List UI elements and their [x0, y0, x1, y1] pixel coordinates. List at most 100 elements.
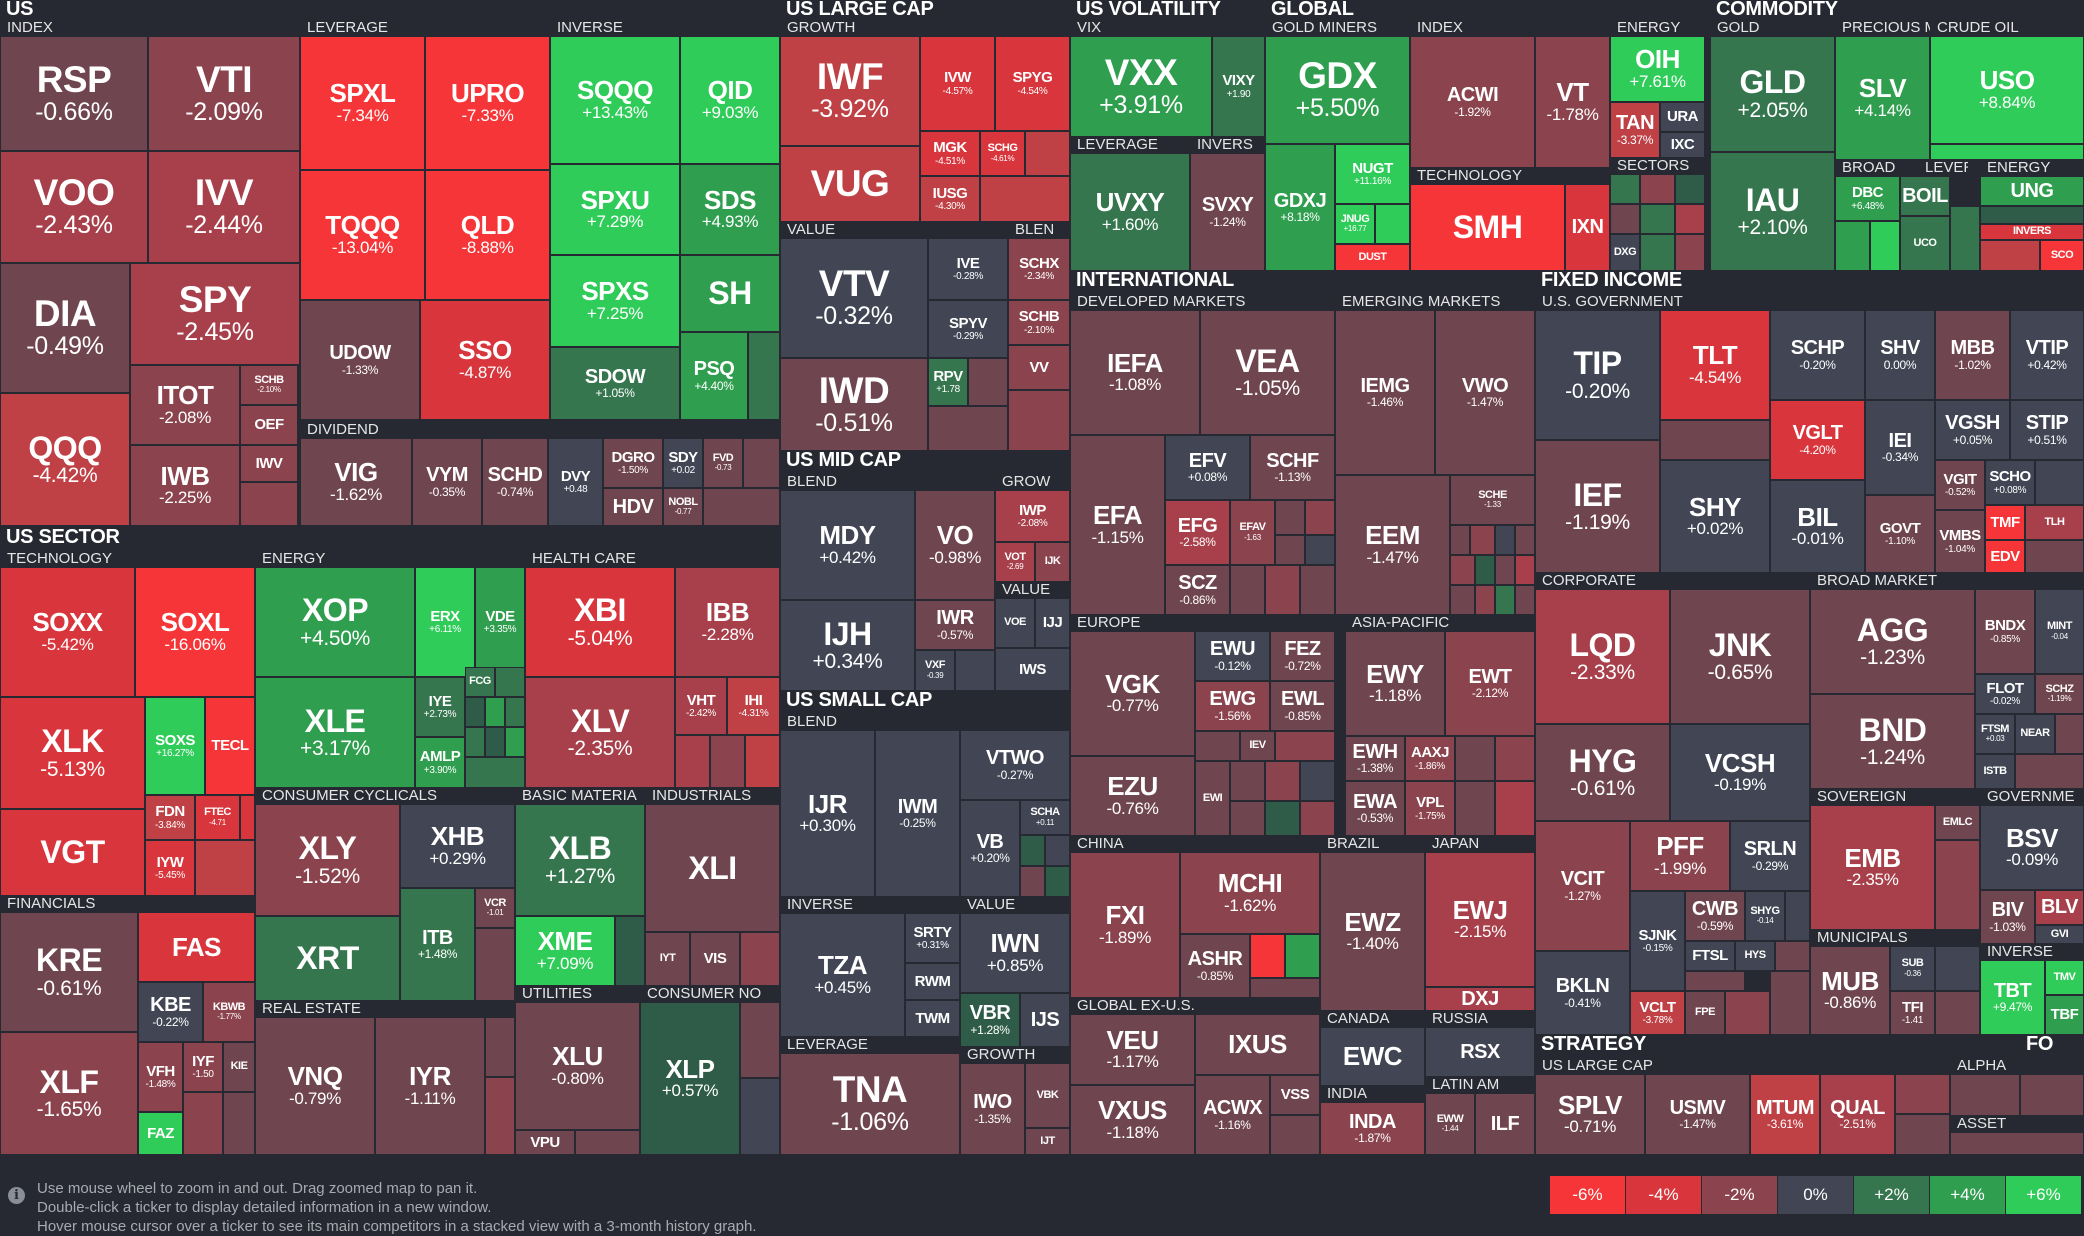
ticker-tile-tmf[interactable]: TMF	[1985, 505, 2025, 540]
ticker-tile[interactable]	[1725, 991, 1770, 1035]
ticker-tile[interactable]	[465, 727, 485, 757]
ticker-tile-schb[interactable]: SCHB -2.10%	[240, 365, 298, 405]
ticker-tile-ewc[interactable]: EWC	[1320, 1027, 1425, 1086]
ticker-tile-slv[interactable]: SLV +4.14%	[1835, 36, 1930, 160]
ticker-tile[interactable]	[2015, 754, 2084, 789]
ticker-tile[interactable]	[1785, 891, 1810, 941]
ticker-tile-vnq[interactable]: VNQ -0.79%	[255, 1017, 375, 1155]
ticker-tile-xli[interactable]: XLI	[645, 804, 780, 932]
ticker-tile[interactable]	[1300, 801, 1335, 836]
ticker-tile-uso[interactable]: USO +8.84%	[1930, 36, 2084, 144]
ticker-tile-ura[interactable]: URA	[1660, 102, 1705, 132]
ticker-tile-shy[interactable]: SHY +0.02%	[1660, 460, 1770, 573]
ticker-tile[interactable]	[1980, 206, 2084, 224]
ticker-tile-vti[interactable]: VTI -2.09%	[148, 36, 300, 151]
ticker-tile[interactable]	[1950, 206, 1980, 271]
ticker-tile[interactable]	[1495, 585, 1515, 615]
ticker-tile-vxus[interactable]: VXUS -1.18%	[1070, 1085, 1195, 1155]
ticker-tile[interactable]	[1475, 555, 1495, 585]
ticker-tile-qqq[interactable]: QQQ -4.42%	[0, 393, 130, 526]
ticker-tile-tbt[interactable]: TBT +9.47%	[1980, 960, 2045, 1035]
ticker-tile[interactable]	[1640, 204, 1675, 234]
ticker-tile-ijh[interactable]: IJH +0.34%	[780, 600, 915, 691]
ticker-tile[interactable]	[710, 735, 745, 788]
ticker-tile-gdxj[interactable]: GDXJ +8.18%	[1265, 144, 1335, 271]
ticker-tile[interactable]	[223, 1092, 255, 1155]
ticker-tile-ijr[interactable]: IJR +0.30%	[780, 730, 875, 897]
ticker-tile-soxl[interactable]: SOXL -16.06%	[135, 567, 255, 697]
ticker-tile-vym[interactable]: VYM -0.35%	[412, 438, 482, 526]
ticker-tile-xlu[interactable]: XLU -0.80%	[515, 1002, 640, 1130]
ticker-tile-vglt[interactable]: VGLT -4.20%	[1770, 400, 1865, 480]
ticker-tile-vxx[interactable]: VXX +3.91%	[1070, 36, 1212, 137]
ticker-tile-psq[interactable]: PSQ +4.40%	[680, 332, 748, 420]
ticker-tile-iefa[interactable]: IEFA -1.08%	[1070, 310, 1200, 435]
ticker-tile-nobl[interactable]: NOBL -0.77	[663, 488, 703, 526]
ticker-tile-gvi[interactable]: GVI	[2035, 925, 2084, 944]
ticker-tile-cwb[interactable]: CWB -0.59%	[1685, 891, 1745, 941]
ticker-tile-ewt[interactable]: EWT -2.12%	[1445, 631, 1535, 736]
ticker-tile-ewz[interactable]: EWZ -1.40%	[1320, 852, 1425, 1011]
ticker-tile-schf[interactable]: SCHF -1.13%	[1250, 435, 1335, 500]
ticker-tile-hys[interactable]: HYS	[1735, 941, 1775, 971]
ticker-tile[interactable]	[1610, 174, 1640, 204]
ticker-tile-rpv[interactable]: RPV +1.78	[928, 358, 968, 406]
ticker-tile[interactable]	[740, 1002, 780, 1078]
ticker-tile-qual[interactable]: QUAL -2.51%	[1820, 1074, 1895, 1155]
ticker-tile[interactable]	[1305, 535, 1335, 565]
ticker-tile-ive[interactable]: IVE -0.28%	[928, 238, 1008, 300]
ticker-tile[interactable]	[1675, 204, 1705, 234]
ticker-tile-itb[interactable]: ITB +1.48%	[400, 888, 475, 1001]
ticker-tile-voe[interactable]: VOE	[995, 598, 1035, 648]
ticker-tile-vss[interactable]: VSS	[1270, 1075, 1320, 1115]
ticker-tile-inda[interactable]: INDA -1.87%	[1320, 1102, 1425, 1155]
ticker-tile[interactable]	[703, 488, 780, 526]
ticker-tile-ashr[interactable]: ASHR -0.85%	[1180, 934, 1250, 998]
ticker-tile-soxx[interactable]: SOXX -5.42%	[0, 567, 135, 697]
ticker-tile[interactable]	[475, 928, 515, 1001]
ticker-tile-eww[interactable]: EWW -1.44	[1425, 1093, 1475, 1155]
ticker-tile-ewh[interactable]: EWH -1.38%	[1345, 736, 1405, 781]
ticker-tile-bsv[interactable]: BSV -0.09%	[1980, 805, 2084, 890]
ticker-tile-uco[interactable]: UCO	[1900, 216, 1950, 271]
ticker-tile-rsp[interactable]: RSP -0.66%	[0, 36, 148, 151]
ticker-tile-qld[interactable]: QLD -8.88%	[425, 170, 550, 300]
ticker-tile-dvy[interactable]: DVY +0.48	[548, 438, 603, 526]
ticker-tile-vpl[interactable]: VPL -1.75%	[1405, 781, 1455, 836]
ticker-tile-ewu[interactable]: EWU -0.12%	[1195, 631, 1270, 681]
ticker-tile-sco[interactable]: SCO	[2040, 240, 2084, 271]
ticker-tile-smh[interactable]: SMH	[1410, 184, 1565, 271]
ticker-tile[interactable]	[1275, 500, 1305, 535]
ticker-tile-acwi[interactable]: ACWI -1.92%	[1410, 36, 1535, 168]
ticker-tile-scz[interactable]: SCZ -0.86%	[1165, 565, 1230, 615]
ticker-tile[interactable]	[2035, 460, 2084, 505]
ticker-tile-xop[interactable]: XOP +4.50%	[255, 567, 415, 677]
ticker-tile[interactable]	[1455, 736, 1495, 781]
ticker-tile-hdv[interactable]: HDV	[603, 488, 663, 526]
ticker-tile-vixy[interactable]: VIXY +1.90	[1212, 36, 1265, 137]
ticker-tile[interactable]	[1610, 204, 1640, 234]
ticker-tile-ezu[interactable]: EZU -0.76%	[1070, 756, 1195, 836]
ticker-tile-xle[interactable]: XLE +3.17%	[255, 677, 415, 788]
ticker-tile-vtv[interactable]: VTV -0.32%	[780, 238, 928, 358]
ticker-tile-iws[interactable]: IWS	[995, 648, 1070, 691]
ticker-tile-upro[interactable]: UPRO -7.33%	[425, 36, 550, 170]
ticker-tile-ijj[interactable]: IJJ	[1035, 598, 1070, 648]
ticker-tile-vtwo[interactable]: VTWO -0.27%	[960, 730, 1070, 800]
ticker-tile-jnug[interactable]: JNUG +16.77	[1335, 204, 1375, 244]
ticker-tile-xlk[interactable]: XLK -5.13%	[0, 697, 145, 809]
ticker-tile[interactable]	[1045, 866, 1070, 897]
ticker-tile-vt[interactable]: VT -1.78%	[1535, 36, 1610, 168]
ticker-tile[interactable]	[505, 727, 525, 757]
ticker-tile-schp[interactable]: SCHP -0.20%	[1770, 310, 1865, 400]
ticker-tile[interactable]	[1195, 731, 1240, 761]
ticker-tile-rsx[interactable]: RSX	[1425, 1027, 1535, 1077]
ticker-tile-efg[interactable]: EFG -2.58%	[1165, 500, 1230, 565]
ticker-tile-ewa[interactable]: EWA -0.53%	[1345, 781, 1405, 836]
ticker-tile-schz[interactable]: SCHZ -1.19%	[2035, 674, 2084, 714]
ticker-tile-ewy[interactable]: EWY -1.18%	[1345, 631, 1445, 736]
ticker-tile[interactable]	[955, 650, 995, 691]
ticker-tile-spyv[interactable]: SPYV -0.29%	[928, 300, 1008, 358]
ticker-tile-schx[interactable]: SCHX -2.34%	[1008, 238, 1070, 300]
ticker-tile-rwm[interactable]: RWM	[905, 963, 960, 1000]
